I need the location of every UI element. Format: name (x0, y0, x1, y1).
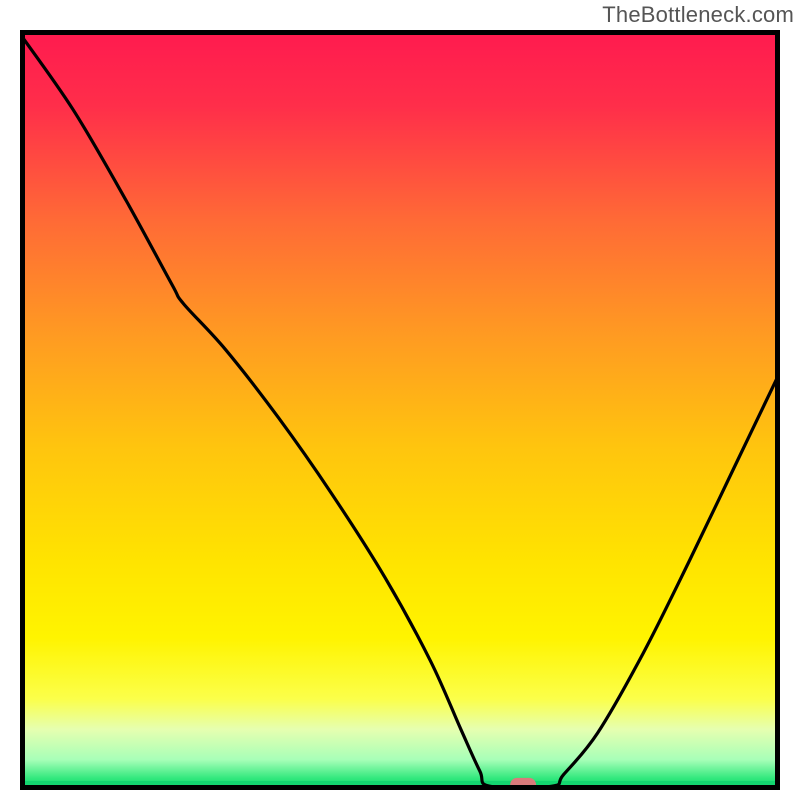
chart-container: TheBottleneck.com (0, 0, 800, 800)
bottleneck-chart (20, 30, 780, 790)
watermark-text: TheBottleneck.com (602, 2, 794, 28)
gradient-background (20, 30, 780, 790)
